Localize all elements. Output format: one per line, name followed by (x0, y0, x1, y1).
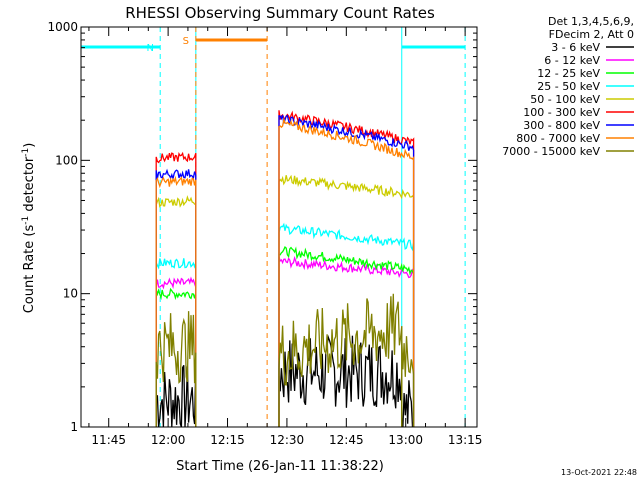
series-line-100-300kev (155, 151, 197, 427)
y-tick-label: 1000 (47, 20, 78, 34)
legend-label-800-7000kev: 800 - 7000 keV (516, 132, 600, 145)
annotation-label-n: N (146, 43, 153, 54)
legend-header-line-2: FDecim 2, Att 0 (549, 28, 634, 41)
series-line-300-800kev (155, 168, 197, 427)
series-line-25-50kev (278, 222, 415, 427)
x-tick-label: 11:45 (91, 433, 126, 447)
legend-label-7000-15000kev: 7000 - 15000 keV (502, 145, 600, 158)
series-line-12-25kev (278, 246, 415, 427)
annotation-label-s: S (183, 36, 189, 47)
x-tick-label: 13:00 (388, 433, 423, 447)
annotation-layer: NS (80, 27, 466, 427)
x-tick-label: 12:45 (329, 433, 364, 447)
series-line-300-800kev (278, 114, 415, 427)
x-axis-label: Start Time (26-Jan-11 11:38:22) (176, 459, 384, 474)
legend: Det 1,3,4,5,6,9, FDecim 2, Att 0 3 - 6 k… (502, 15, 634, 158)
axes-layer: 1 10 100 1000 11:45 12:00 12:15 12:30 12:45 13:00… (47, 20, 482, 447)
plot-frame (80, 26, 478, 428)
series-line-6-12kev (155, 276, 197, 427)
legend-label-6-12kev: 6 - 12 keV (544, 54, 600, 67)
y-tick-label: 1 (70, 420, 78, 434)
legend-label-12-25kev: 12 - 25 keV (537, 67, 600, 80)
legend-label-50-100kev: 50 - 100 keV (530, 93, 600, 106)
legend-label-3-6kev: 3 - 6 keV (551, 41, 600, 54)
series-line-100-300kev (278, 110, 415, 427)
series-layer (155, 110, 415, 428)
series-line-25-50kev (155, 258, 197, 427)
y-axis-label: Count Rate (s-1 detector-1) (21, 143, 37, 314)
legend-label-25-50kev: 25 - 50 keV (537, 80, 600, 93)
chart-title: RHESSI Observing Summary Count Rates (125, 4, 435, 22)
series-line-12-25kev (155, 287, 197, 427)
series-line-800-7000kev (278, 117, 415, 427)
x-tick-label: 12:00 (151, 433, 186, 447)
series-line-800-7000kev (155, 175, 197, 427)
x-tick-label: 12:30 (270, 433, 305, 447)
series-line-7000-15000kev (278, 293, 403, 427)
footer-timestamp: 13-Oct-2021 22:48 (561, 468, 637, 477)
series-line-3-6kev (401, 380, 415, 428)
series-line-7000-15000kev (401, 336, 415, 427)
x-tick-label: 13:15 (448, 433, 483, 447)
series-line-50-100kev (278, 174, 415, 427)
legend-header-line-1: Det 1,3,4,5,6,9, (548, 15, 634, 28)
legend-label-100-300kev: 100 - 300 keV (523, 106, 600, 119)
y-tick-label: 10 (63, 287, 78, 301)
series-line-7000-15000kev (155, 311, 197, 427)
series-line-3-6kev (155, 364, 197, 428)
x-tick-label: 12:15 (210, 433, 245, 447)
series-line-50-100kev (155, 195, 197, 427)
legend-label-300-800kev: 300 - 800 keV (523, 119, 600, 132)
series-line-3-6kev (278, 334, 403, 427)
y-tick-label: 100 (55, 153, 78, 167)
